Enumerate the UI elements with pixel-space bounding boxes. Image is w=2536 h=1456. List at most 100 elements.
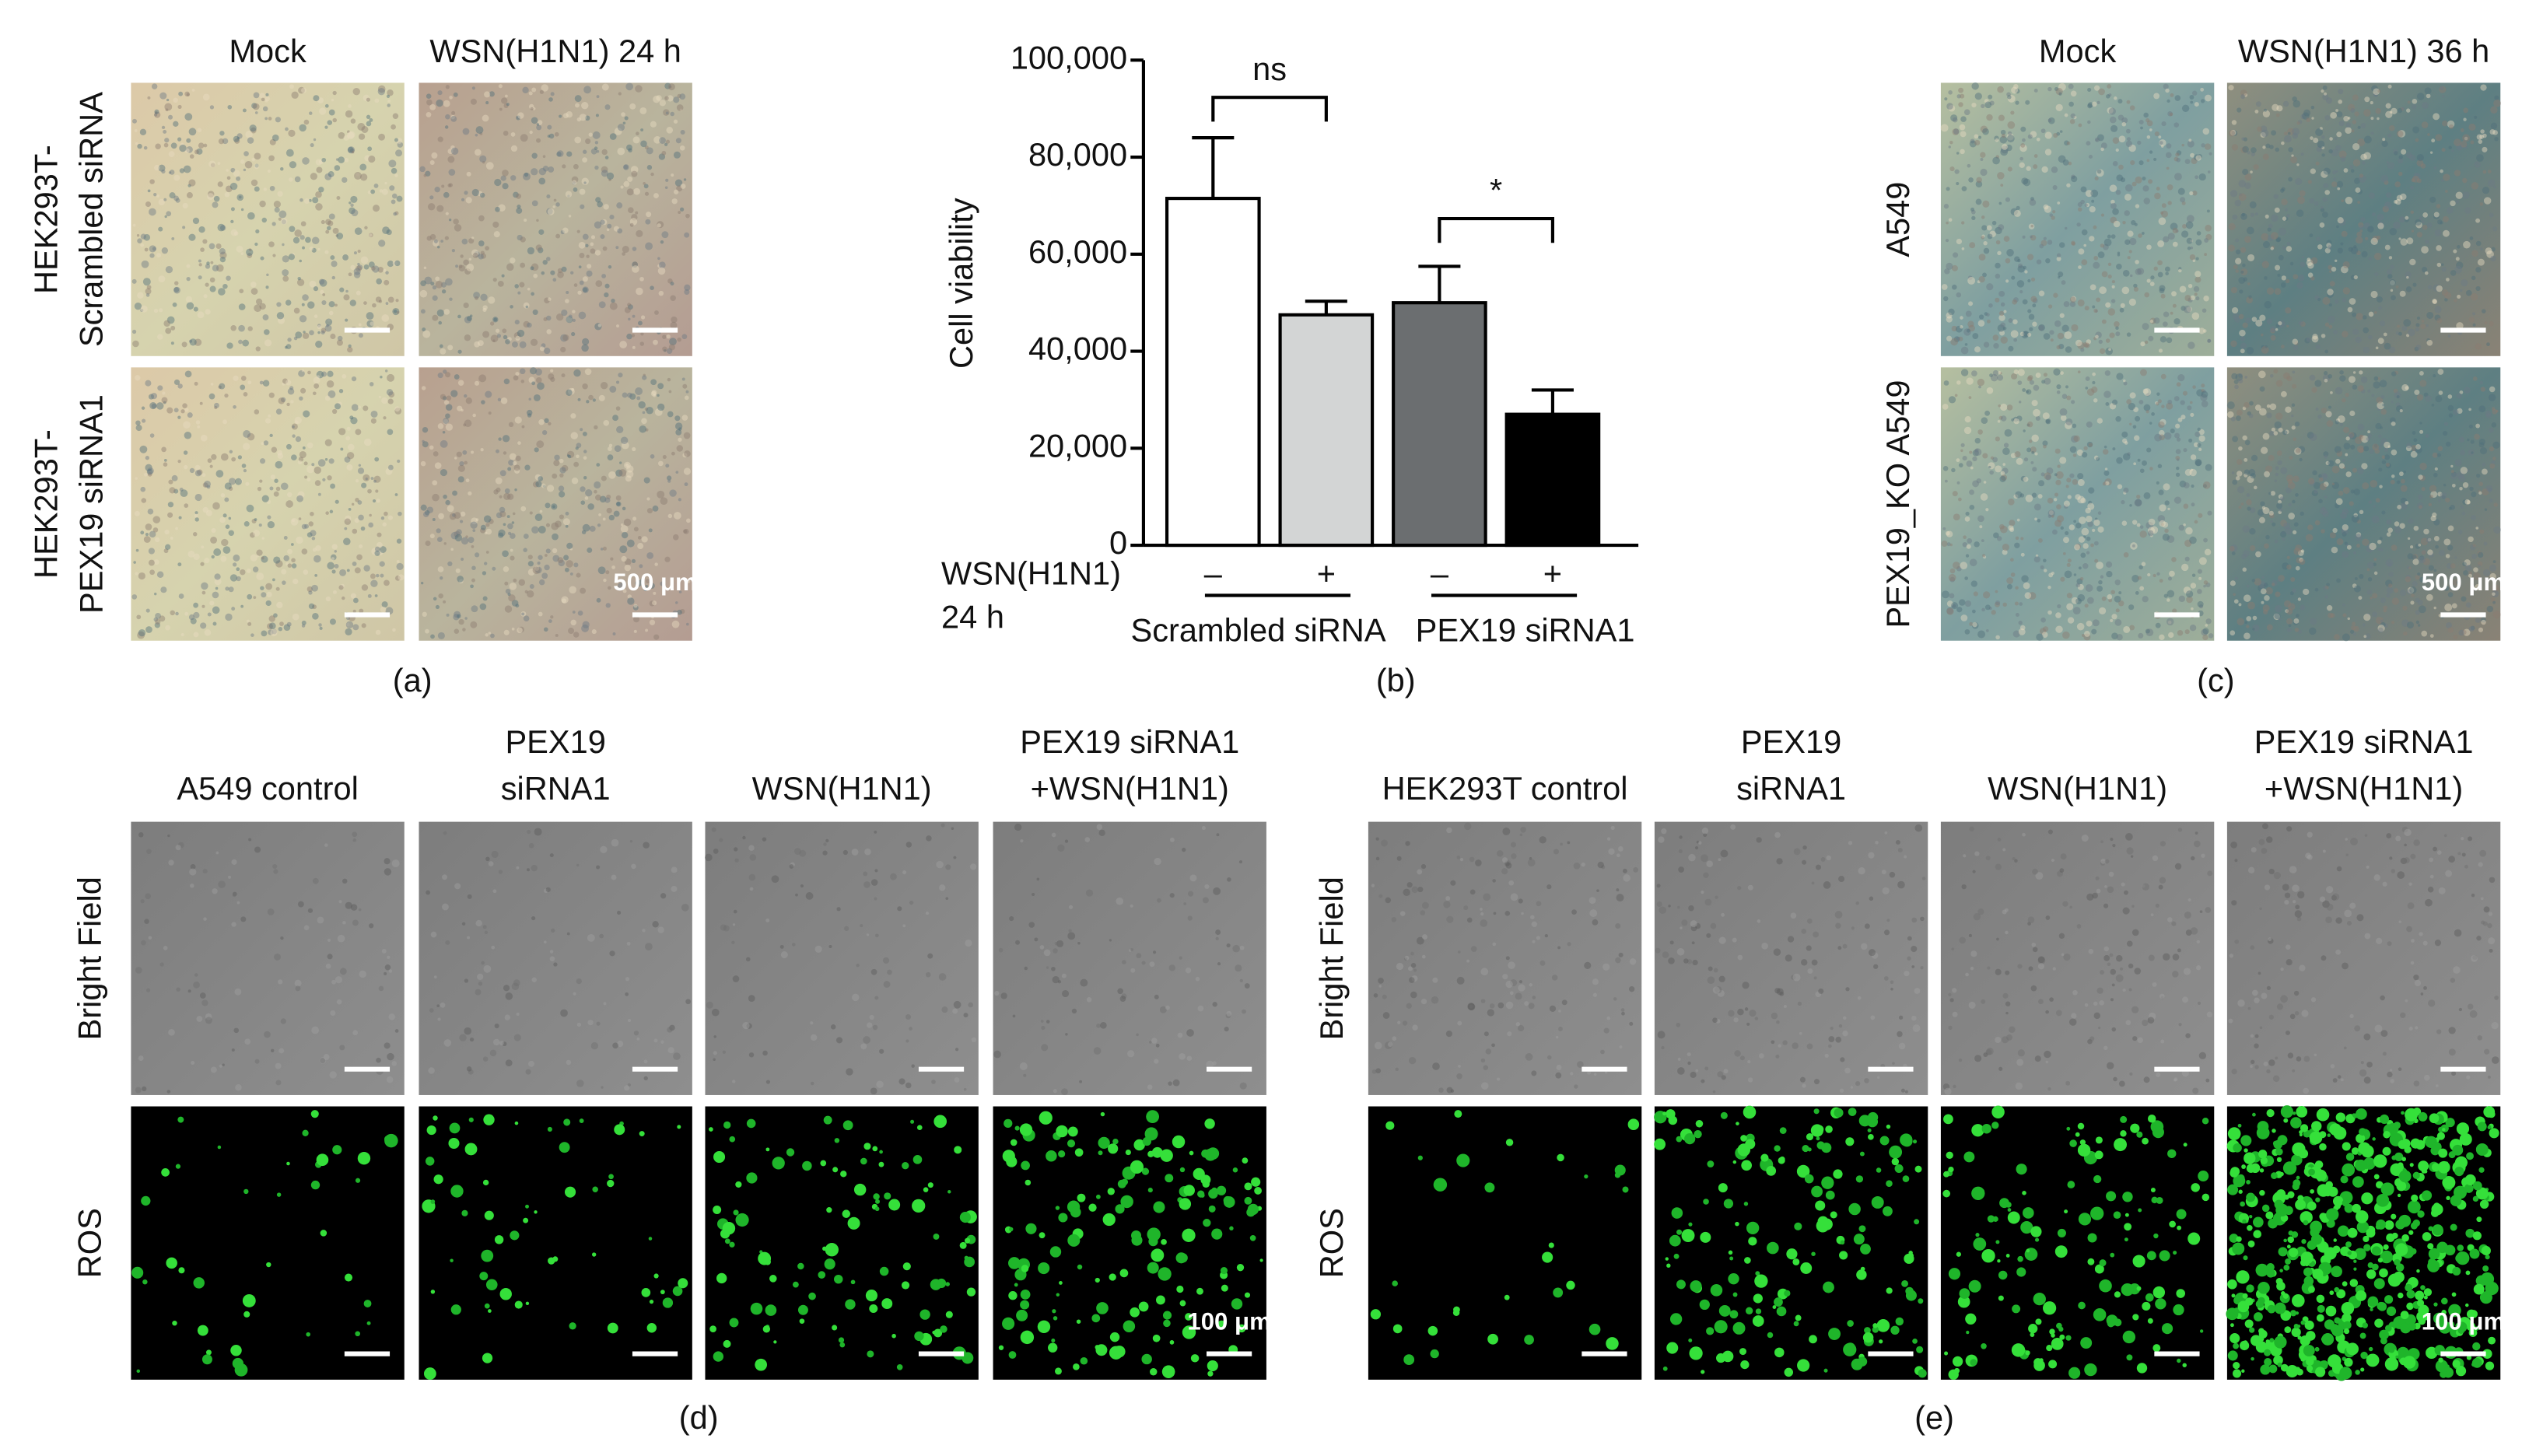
cell-texture: [662, 346, 667, 352]
cell-texture: [2124, 210, 2130, 216]
cell-texture: [2115, 148, 2119, 152]
cell-texture: [158, 164, 166, 172]
cell-texture: [1975, 180, 1983, 188]
cell-texture: [1970, 580, 1978, 587]
cell-texture: [291, 423, 298, 430]
cell-texture: [2286, 278, 2290, 284]
cell-texture: [1964, 516, 1970, 522]
cell-texture: [2019, 162, 2025, 169]
cell-texture: [2007, 95, 2012, 100]
cell-texture: [600, 219, 605, 225]
cell-texture: [377, 266, 384, 273]
cell-texture: [965, 939, 972, 947]
cell-texture: [193, 982, 200, 989]
cell-texture: [779, 944, 784, 949]
cell-texture: [482, 161, 485, 164]
cell-texture: [561, 464, 569, 472]
cell-texture: [582, 431, 587, 436]
cell-texture: [2433, 606, 2436, 610]
cell-texture: [2370, 479, 2378, 488]
cell-texture: [2062, 552, 2066, 555]
cell-texture: [2115, 608, 2120, 613]
cell-texture: [336, 233, 344, 240]
cell-texture: [2327, 291, 2334, 298]
cell-texture: [338, 131, 345, 139]
cell-texture: [646, 165, 653, 170]
cell-texture: [2306, 117, 2310, 123]
cell-texture: [379, 561, 385, 567]
cell-texture: [874, 897, 877, 901]
cell-texture: [455, 568, 461, 573]
cell-texture: [527, 561, 534, 567]
cell-texture: [2332, 527, 2338, 534]
cell-texture: [226, 176, 231, 180]
cell-texture: [472, 413, 476, 418]
cell-texture: [239, 289, 244, 294]
cell-texture: [342, 177, 348, 184]
cell-texture: [2475, 285, 2481, 292]
cell-texture: [732, 923, 736, 926]
cell-texture: [2249, 527, 2256, 535]
cell-texture: [2311, 117, 2314, 120]
cell-texture: [609, 302, 618, 310]
cell-texture: [351, 376, 357, 382]
cell-texture: [561, 598, 567, 604]
cell-texture: [571, 477, 579, 485]
cell-texture: [2416, 159, 2424, 167]
cell-texture: [2337, 247, 2343, 254]
cell-texture: [683, 178, 687, 181]
cell-texture: [138, 572, 145, 580]
cell-texture: [436, 528, 441, 534]
cell-texture: [534, 828, 542, 836]
cell-texture: [2360, 123, 2366, 128]
cell-texture: [303, 410, 310, 418]
cell-texture: [2160, 293, 2166, 299]
cell-texture: [220, 555, 227, 562]
cell-texture: [369, 513, 372, 517]
label: PEX19 siRNA1: [1020, 723, 1239, 760]
cell-texture: [495, 206, 500, 212]
cell-texture: [2438, 549, 2445, 557]
cell-texture: [560, 346, 566, 353]
cell-texture: [2328, 303, 2332, 307]
cell-texture: [626, 465, 634, 473]
cell-texture: [433, 451, 439, 457]
cell-texture: [1945, 239, 1949, 243]
cell-texture: [617, 910, 622, 915]
cell-texture: [499, 495, 503, 499]
cell-texture: [441, 289, 447, 294]
cell-texture: [352, 87, 360, 96]
cell-texture: [2391, 401, 2394, 404]
cell-texture: [683, 467, 692, 475]
cell-texture: [318, 159, 324, 165]
cell-texture: [628, 207, 634, 214]
cell-texture: [2363, 635, 2367, 639]
cell-texture: [461, 537, 469, 545]
cell-texture: [2238, 277, 2246, 284]
label: Scrambled siRNA: [73, 92, 110, 347]
cell-texture: [364, 226, 368, 229]
cell-texture: [264, 117, 268, 121]
cell-texture: [1195, 976, 1200, 982]
cell-texture: [2098, 88, 2105, 96]
cell-texture: [198, 259, 201, 263]
cell-texture: [603, 419, 610, 426]
cell-texture: [2389, 124, 2395, 131]
cell-texture: [611, 874, 617, 880]
label: WSN(H1N1): [752, 770, 932, 807]
cell-texture: [2065, 418, 2073, 425]
cell-texture: [2352, 621, 2356, 626]
cell-texture: [2412, 580, 2418, 587]
cell-texture: [194, 511, 198, 515]
cell-texture: [581, 177, 589, 185]
cell-texture: [2013, 83, 2019, 89]
cell-texture: [1946, 542, 1951, 547]
cell-texture: [624, 558, 632, 565]
cell-texture: [2358, 596, 2363, 600]
cell-texture: [2286, 324, 2289, 328]
cell-texture: [905, 1014, 912, 1020]
cell-texture: [2230, 630, 2236, 636]
cell-texture: [2017, 380, 2023, 385]
cell-texture: [2287, 128, 2295, 135]
cell-texture: [2235, 269, 2239, 273]
